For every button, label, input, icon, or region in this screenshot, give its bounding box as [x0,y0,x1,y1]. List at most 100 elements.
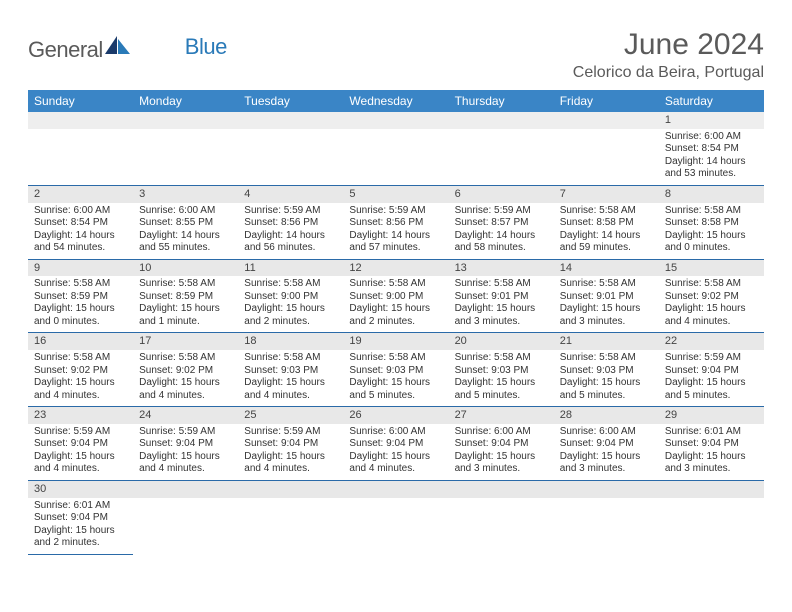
header: General Blue June 2024 Celorico da Beira… [28,28,764,82]
sunrise-line: Sunrise: 6:00 AM [560,426,653,439]
sunset-line: Sunset: 9:03 PM [244,365,337,378]
sunset-line: Sunset: 8:59 PM [34,291,127,304]
day-number-cell: 27 [449,407,554,424]
daylight-line: Daylight: 15 hours and 4 minutes. [665,303,758,328]
day-content-cell [133,129,238,186]
title-block: June 2024 Celorico da Beira, Portugal [573,28,764,82]
day-content-cell: Sunrise: 5:58 AMSunset: 9:02 PMDaylight:… [133,350,238,407]
sunset-line: Sunset: 9:02 PM [665,291,758,304]
sunset-line: Sunset: 9:04 PM [455,438,548,451]
day-content-cell: Sunrise: 5:58 AMSunset: 9:02 PMDaylight:… [28,350,133,407]
calendar-body: 1Sunrise: 6:00 AMSunset: 8:54 PMDaylight… [28,112,764,554]
daylight-line: Daylight: 14 hours and 58 minutes. [455,230,548,255]
sunrise-line: Sunrise: 5:58 AM [665,278,758,291]
sunset-line: Sunset: 8:54 PM [34,217,127,230]
day-content-cell: Sunrise: 5:58 AMSunset: 9:00 PMDaylight:… [343,276,448,333]
day-number-cell: 11 [238,259,343,276]
day-content-cell: Sunrise: 5:59 AMSunset: 9:04 PMDaylight:… [659,350,764,407]
day-number-cell: 24 [133,407,238,424]
day-content-cell: Sunrise: 5:59 AMSunset: 9:04 PMDaylight:… [238,424,343,481]
day-content-cell: Sunrise: 6:00 AMSunset: 9:04 PMDaylight:… [554,424,659,481]
day-content-cell: Sunrise: 5:59 AMSunset: 9:04 PMDaylight:… [28,424,133,481]
day-content-cell: Sunrise: 5:58 AMSunset: 9:03 PMDaylight:… [449,350,554,407]
sunrise-line: Sunrise: 6:01 AM [34,500,127,513]
daylight-line: Daylight: 15 hours and 3 minutes. [665,451,758,476]
brand-logo: General Blue [28,36,227,63]
day-content-cell: Sunrise: 5:58 AMSunset: 8:58 PMDaylight:… [659,203,764,260]
weekday-header: Wednesday [343,90,448,112]
sunset-line: Sunset: 9:01 PM [455,291,548,304]
daylight-line: Daylight: 15 hours and 5 minutes. [455,377,548,402]
sunset-line: Sunset: 8:56 PM [244,217,337,230]
day-number-cell [238,480,343,497]
daylight-line: Daylight: 15 hours and 4 minutes. [244,451,337,476]
day-number-cell: 30 [28,480,133,497]
day-content-cell: Sunrise: 6:01 AMSunset: 9:04 PMDaylight:… [659,424,764,481]
sunrise-line: Sunrise: 5:58 AM [34,352,127,365]
day-content-cell: Sunrise: 5:58 AMSunset: 9:00 PMDaylight:… [238,276,343,333]
sunrise-line: Sunrise: 5:58 AM [349,352,442,365]
daylight-line: Daylight: 15 hours and 2 minutes. [349,303,442,328]
day-number-cell: 29 [659,407,764,424]
day-number-cell: 2 [28,185,133,202]
daylight-line: Daylight: 15 hours and 4 minutes. [34,377,127,402]
day-number-cell [554,480,659,497]
sunrise-line: Sunrise: 5:58 AM [560,352,653,365]
day-number-cell [133,112,238,129]
sunrise-line: Sunrise: 5:59 AM [665,352,758,365]
calendar-table: SundayMondayTuesdayWednesdayThursdayFrid… [28,90,764,555]
sunrise-line: Sunrise: 5:59 AM [34,426,127,439]
calendar-page: General Blue June 2024 Celorico da Beira… [0,0,792,555]
day-content-cell [449,129,554,186]
sunrise-line: Sunrise: 5:59 AM [139,426,232,439]
daylight-line: Daylight: 14 hours and 53 minutes. [665,156,758,181]
day-number-cell: 4 [238,185,343,202]
day-content-cell: Sunrise: 6:00 AMSunset: 8:55 PMDaylight:… [133,203,238,260]
day-number-cell [449,480,554,497]
day-content-cell [238,498,343,555]
sunrise-line: Sunrise: 5:59 AM [244,205,337,218]
daylight-line: Daylight: 14 hours and 54 minutes. [34,230,127,255]
sunrise-line: Sunrise: 5:58 AM [455,278,548,291]
sunset-line: Sunset: 9:03 PM [349,365,442,378]
day-number-cell: 21 [554,333,659,350]
day-content-cell: Sunrise: 5:59 AMSunset: 9:04 PMDaylight:… [133,424,238,481]
daylight-line: Daylight: 15 hours and 3 minutes. [455,451,548,476]
day-content-cell [343,498,448,555]
day-number-cell: 17 [133,333,238,350]
day-number-cell: 19 [343,333,448,350]
location-subtitle: Celorico da Beira, Portugal [573,64,764,82]
sunrise-line: Sunrise: 6:00 AM [665,131,758,144]
day-content-cell: Sunrise: 5:58 AMSunset: 9:03 PMDaylight:… [343,350,448,407]
sail-icon [105,36,131,61]
day-content-cell: Sunrise: 5:58 AMSunset: 9:03 PMDaylight:… [238,350,343,407]
sunset-line: Sunset: 8:54 PM [665,143,758,156]
day-number-cell [133,480,238,497]
day-number-cell: 16 [28,333,133,350]
day-content-cell: Sunrise: 6:00 AMSunset: 9:04 PMDaylight:… [343,424,448,481]
day-content-cell: Sunrise: 5:58 AMSunset: 9:03 PMDaylight:… [554,350,659,407]
sunset-line: Sunset: 9:04 PM [34,512,127,525]
daylight-line: Daylight: 15 hours and 4 minutes. [244,377,337,402]
day-number-cell: 7 [554,185,659,202]
weekday-header: Friday [554,90,659,112]
calendar-header-row: SundayMondayTuesdayWednesdayThursdayFrid… [28,90,764,112]
daylight-line: Daylight: 15 hours and 0 minutes. [34,303,127,328]
day-content-cell: Sunrise: 5:58 AMSunset: 9:01 PMDaylight:… [554,276,659,333]
day-number-cell: 20 [449,333,554,350]
day-content-cell: Sunrise: 6:00 AMSunset: 8:54 PMDaylight:… [28,203,133,260]
sunrise-line: Sunrise: 5:59 AM [455,205,548,218]
day-content-cell: Sunrise: 5:58 AMSunset: 9:01 PMDaylight:… [449,276,554,333]
sunset-line: Sunset: 9:00 PM [349,291,442,304]
day-number-cell: 25 [238,407,343,424]
sunset-line: Sunset: 8:58 PM [665,217,758,230]
weekday-header: Thursday [449,90,554,112]
sunset-line: Sunset: 9:01 PM [560,291,653,304]
sunrise-line: Sunrise: 5:58 AM [560,205,653,218]
sunset-line: Sunset: 9:02 PM [139,365,232,378]
day-number-cell: 18 [238,333,343,350]
day-content-cell: Sunrise: 6:00 AMSunset: 9:04 PMDaylight:… [449,424,554,481]
day-number-cell [659,480,764,497]
day-content-cell: Sunrise: 5:58 AMSunset: 8:58 PMDaylight:… [554,203,659,260]
day-number-cell: 8 [659,185,764,202]
